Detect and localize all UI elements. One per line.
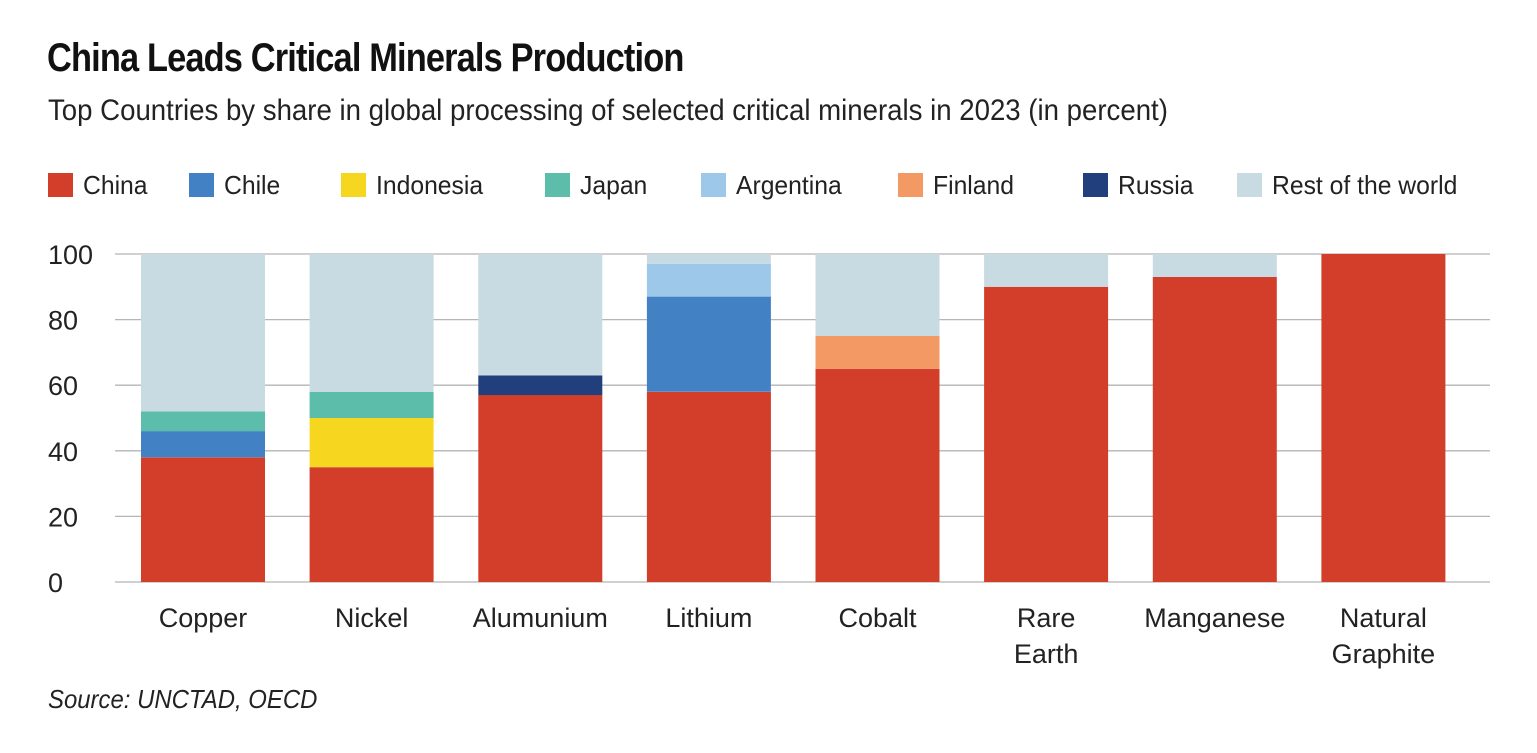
x-tick-label: Cobalt — [838, 603, 917, 633]
bar-segment-argentina — [646, 263, 771, 297]
chart-title: China Leads Critical Minerals Production — [47, 36, 684, 80]
bar-segment-rest-of-the-world — [309, 254, 434, 392]
legend-swatch — [1083, 173, 1108, 197]
x-tick-label: Rare Earth — [1014, 603, 1079, 669]
bar-segment-rest-of-the-world — [984, 254, 1109, 287]
legend-item: Finland — [898, 168, 1018, 202]
legend-swatch — [189, 173, 214, 197]
bar-segment-chile — [646, 296, 771, 392]
legend-label: Finland — [933, 169, 1015, 200]
legend-label: Argentina — [736, 169, 842, 200]
bar-segment-rest-of-the-world — [1152, 254, 1277, 277]
legend-item: Japan — [545, 168, 651, 202]
x-tick-label: Alumunium — [473, 603, 608, 633]
source-note: Source: UNCTAD, OECD — [48, 684, 318, 714]
bar-segment-rest-of-the-world — [815, 254, 940, 336]
y-tick-label: 0 — [48, 568, 63, 598]
legend-label: Russia — [1118, 169, 1194, 200]
legend-label: Chile — [224, 169, 281, 200]
legend-label: Indonesia — [376, 169, 484, 200]
y-tick-label: 60 — [48, 371, 78, 401]
legend-label: Japan — [580, 169, 648, 200]
y-tick-label: 100 — [48, 240, 93, 270]
legend-swatch — [48, 173, 73, 197]
legend-item: Chile — [189, 168, 283, 202]
legend-label: China — [83, 169, 148, 200]
legend-label: Rest of the world — [1272, 169, 1458, 200]
bar-segment-china — [815, 368, 940, 582]
legend-swatch — [545, 173, 570, 197]
legend-item: Rest of the world — [1237, 168, 1467, 202]
bar-segment-china — [1321, 254, 1446, 582]
bar-segment-rest-of-the-world — [646, 254, 771, 264]
legend-swatch — [701, 173, 726, 197]
x-tick-label: Lithium — [665, 603, 752, 633]
x-tick-label: Natural Graphite — [1332, 603, 1436, 669]
bar-segment-chile — [141, 431, 265, 458]
x-tick-label: Manganese — [1144, 603, 1285, 633]
bar-segment-china — [984, 286, 1109, 582]
bar-segment-china — [1152, 277, 1277, 582]
y-tick-label: 80 — [48, 306, 78, 336]
bar-segment-china — [478, 395, 603, 582]
bar-segment-finland — [815, 336, 940, 369]
legend-swatch — [898, 173, 923, 197]
bar-segment-rest-of-the-world — [141, 254, 265, 412]
bar-segment-china — [646, 391, 771, 582]
x-tick-label: Copper — [159, 603, 248, 633]
bar-segment-japan — [309, 391, 434, 418]
legend-swatch — [1237, 173, 1262, 197]
x-tick-label: Nickel — [335, 603, 409, 633]
bar-segment-rest-of-the-world — [478, 254, 603, 376]
y-tick-label: 40 — [48, 437, 78, 467]
bar-segment-russia — [478, 375, 603, 396]
legend-item: Russia — [1083, 168, 1197, 202]
legend: China Chile Indonesia Japan Argentina Finland… — [0, 168, 1537, 202]
bar-segment-japan — [141, 411, 265, 432]
legend-item: Argentina — [701, 168, 847, 202]
bar-segment-china — [309, 467, 434, 582]
bar-segment-indonesia — [309, 418, 434, 468]
legend-item: China — [48, 168, 151, 202]
bar-segment-china — [141, 457, 265, 582]
y-tick-label: 20 — [48, 502, 78, 532]
legend-swatch — [341, 173, 366, 197]
stacked-bar-chart: 0 20 40 60 80 100 Copper Nickel Alumunium Lithium… — [48, 240, 1490, 669]
legend-item: Indonesia — [341, 168, 489, 202]
chart-subtitle: Top Countries by share in global process… — [48, 94, 1168, 127]
